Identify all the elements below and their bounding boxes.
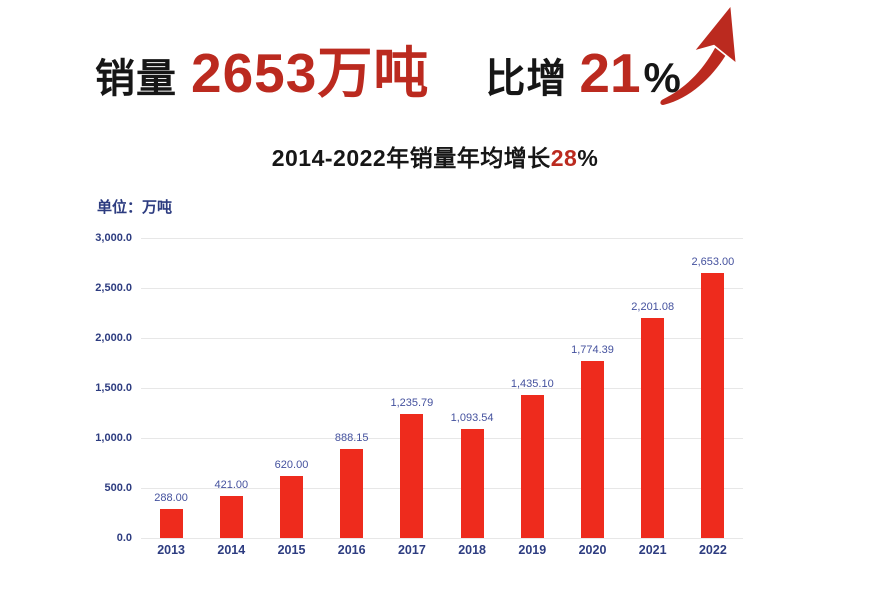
sales-value: 2653万吨 bbox=[191, 42, 430, 104]
subtitle-percent: % bbox=[577, 145, 599, 171]
bar-chart: 288.00 421.00 620.00 888.15 1,235.79 1,093.54… bbox=[85, 231, 755, 576]
y-axis-tick-label: 2,000.0 bbox=[95, 332, 132, 344]
bar-value-label: 1,774.39 bbox=[571, 343, 614, 356]
x-axis-tick-label: 2019 bbox=[518, 543, 547, 557]
gridline bbox=[141, 538, 743, 539]
gridline bbox=[141, 388, 743, 389]
bar-2022 bbox=[701, 272, 725, 538]
bar-2020 bbox=[581, 360, 604, 538]
gridline bbox=[141, 438, 743, 439]
plot-area: 288.00 421.00 620.00 888.15 1,235.79 1,093.54… bbox=[141, 238, 743, 539]
gridline bbox=[141, 488, 743, 489]
bar-value-label: 288.00 bbox=[154, 492, 188, 505]
y-axis-tick-label: 0.0 bbox=[116, 532, 132, 544]
sales-label: 销量 bbox=[95, 57, 177, 101]
growth-arrow-icon bbox=[660, 7, 736, 105]
gridline bbox=[141, 338, 743, 339]
bar-value-label: 1,435.10 bbox=[510, 377, 554, 390]
y-axis-tick-label: 1,500.0 bbox=[95, 382, 132, 394]
x-axis-tick-label: 2021 bbox=[638, 543, 667, 557]
bar-value-label: 421.00 bbox=[214, 478, 249, 491]
y-axis-tick-label: 2,500.0 bbox=[95, 282, 132, 294]
bar-2015 bbox=[280, 476, 303, 538]
growth-label: 比增 bbox=[485, 57, 568, 101]
x-axis-tick-label: 2018 bbox=[458, 543, 486, 557]
bar-2014 bbox=[219, 495, 243, 538]
bar-value-label: 2,653.00 bbox=[691, 255, 735, 268]
x-axis-tick-label: 2022 bbox=[698, 543, 727, 557]
headline: 销量 2653万吨 比增 21 % bbox=[95, 28, 682, 108]
gridline bbox=[141, 288, 743, 289]
x-axis-tick-label: 2016 bbox=[337, 543, 366, 557]
x-axis-tick-label: 2017 bbox=[397, 543, 426, 557]
bar-2016 bbox=[340, 449, 364, 538]
bar-value-label: 1,235.79 bbox=[390, 397, 434, 410]
y-axis-tick-label: 1,000.0 bbox=[95, 432, 132, 444]
gridline bbox=[141, 238, 743, 239]
subtitle-text: 2014-2022年销量年均增长 bbox=[271, 145, 551, 171]
bar-value-label: 888.15 bbox=[334, 432, 369, 445]
bar-2017 bbox=[400, 414, 424, 538]
chart-subtitle: 2014-2022年销量年均增长28% bbox=[0, 139, 870, 173]
subtitle-highlight: 28 bbox=[550, 145, 578, 171]
bar-2013 bbox=[159, 509, 183, 538]
x-axis-tick-label: 2015 bbox=[277, 543, 306, 557]
bar-value-label: 2,201.08 bbox=[631, 300, 675, 313]
bar-value-label: 1,093.54 bbox=[450, 411, 494, 424]
unit-label: 单位：万吨 bbox=[97, 199, 173, 216]
y-axis-tick-label: 3,000.0 bbox=[95, 232, 132, 244]
x-axis-tick-label: 2014 bbox=[217, 543, 246, 557]
x-axis-tick-label: 2013 bbox=[157, 543, 185, 557]
bar-2019 bbox=[520, 394, 544, 538]
bar-2021 bbox=[641, 317, 665, 538]
x-axis-tick-label: 2020 bbox=[578, 543, 607, 557]
y-axis-tick-label: 500.0 bbox=[104, 482, 132, 494]
bar-2018 bbox=[460, 428, 484, 538]
growth-value: 21 bbox=[579, 42, 641, 104]
bar-value-label: 620.00 bbox=[274, 459, 309, 471]
